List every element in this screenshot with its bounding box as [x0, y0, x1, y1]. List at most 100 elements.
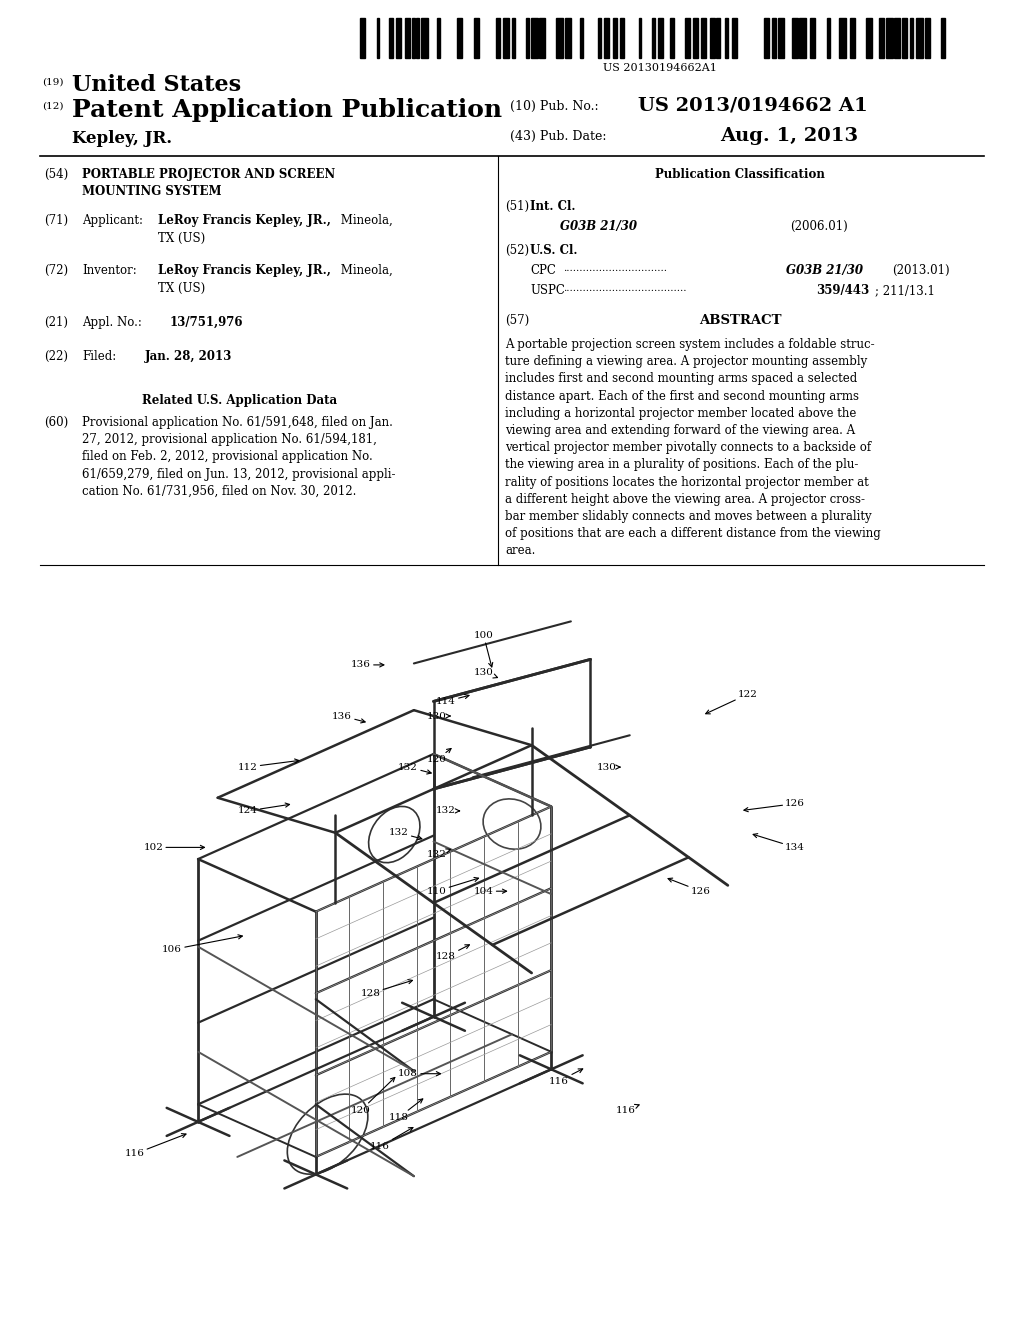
- Text: 359/443: 359/443: [816, 284, 869, 297]
- Bar: [564, 18, 571, 58]
- Text: CPC: CPC: [530, 264, 556, 277]
- Bar: [902, 18, 907, 58]
- Text: A portable projection screen system includes a foldable struc-
ture defining a v: A portable projection screen system incl…: [505, 338, 881, 557]
- Text: Int. Cl.: Int. Cl.: [530, 201, 575, 213]
- Text: TX (US): TX (US): [158, 232, 205, 246]
- Text: 132: 132: [389, 829, 422, 840]
- Text: 132: 132: [398, 763, 431, 774]
- Text: TX (US): TX (US): [158, 282, 205, 294]
- Text: 122: 122: [706, 689, 758, 714]
- Text: 120: 120: [427, 748, 452, 764]
- Bar: [792, 18, 798, 58]
- Bar: [670, 18, 674, 58]
- Text: 102: 102: [143, 843, 205, 851]
- Text: (22): (22): [44, 350, 68, 363]
- Bar: [531, 18, 538, 58]
- Text: (60): (60): [44, 416, 69, 429]
- Text: ABSTRACT: ABSTRACT: [698, 314, 781, 327]
- Bar: [925, 18, 931, 58]
- Text: PORTABLE PROJECTOR AND SCREEN
MOUNTING SYSTEM: PORTABLE PROJECTOR AND SCREEN MOUNTING S…: [82, 168, 335, 198]
- Text: 136: 136: [332, 711, 366, 723]
- Text: (72): (72): [44, 264, 69, 277]
- Text: 130: 130: [596, 763, 620, 772]
- Bar: [772, 18, 776, 58]
- Text: 116: 116: [370, 1127, 413, 1151]
- Bar: [778, 18, 783, 58]
- Text: 136: 136: [351, 660, 384, 669]
- Text: Appl. No.:: Appl. No.:: [82, 315, 142, 329]
- Text: 114: 114: [436, 694, 469, 706]
- Bar: [612, 18, 616, 58]
- Text: Kepley, JR.: Kepley, JR.: [72, 129, 172, 147]
- Bar: [525, 18, 529, 58]
- Text: (43) Pub. Date:: (43) Pub. Date:: [510, 129, 606, 143]
- Text: 116: 116: [549, 1069, 583, 1085]
- Text: Provisional application No. 61/591,648, filed on Jan.
27, 2012, provisional appl: Provisional application No. 61/591,648, …: [82, 416, 395, 498]
- Text: ......................................: ......................................: [563, 284, 686, 293]
- Text: (2006.01): (2006.01): [790, 220, 848, 234]
- Bar: [685, 18, 690, 58]
- Bar: [512, 18, 515, 58]
- Bar: [412, 18, 415, 58]
- Text: 126: 126: [743, 799, 805, 812]
- Bar: [598, 18, 601, 58]
- Text: ; 211/13.1: ; 211/13.1: [874, 284, 935, 297]
- Text: Aug. 1, 2013: Aug. 1, 2013: [720, 127, 858, 145]
- Bar: [800, 18, 806, 58]
- Bar: [360, 18, 366, 58]
- Bar: [764, 18, 769, 58]
- Text: (12): (12): [42, 102, 63, 111]
- Text: (19): (19): [42, 78, 63, 87]
- Text: (21): (21): [44, 315, 68, 329]
- Text: (10) Pub. No.:: (10) Pub. No.:: [510, 100, 599, 114]
- Text: 130: 130: [474, 668, 498, 678]
- Bar: [839, 18, 846, 58]
- Bar: [581, 18, 583, 58]
- Text: U.S. Cl.: U.S. Cl.: [530, 244, 578, 257]
- Text: Patent Application Publication: Patent Application Publication: [72, 98, 502, 121]
- Text: 112: 112: [238, 759, 299, 772]
- Bar: [396, 18, 400, 58]
- Bar: [910, 18, 913, 58]
- Text: ................................: ................................: [563, 264, 667, 273]
- Text: US 2013/0194662 A1: US 2013/0194662 A1: [638, 96, 867, 115]
- Bar: [639, 18, 641, 58]
- Text: 13/751,976: 13/751,976: [170, 315, 244, 329]
- Bar: [422, 18, 428, 58]
- Text: 128: 128: [436, 945, 469, 961]
- Text: Applicant:: Applicant:: [82, 214, 143, 227]
- Bar: [941, 18, 944, 58]
- Text: 132: 132: [436, 807, 460, 816]
- Bar: [416, 18, 419, 58]
- Text: 134: 134: [754, 834, 805, 851]
- Bar: [810, 18, 815, 58]
- Bar: [916, 18, 923, 58]
- Text: 108: 108: [398, 1069, 440, 1078]
- Text: 100: 100: [474, 631, 494, 667]
- Text: G03B 21/30: G03B 21/30: [786, 264, 863, 277]
- Bar: [711, 18, 715, 58]
- Bar: [732, 18, 737, 58]
- Text: United States: United States: [72, 74, 241, 96]
- Text: 116: 116: [125, 1134, 186, 1159]
- Text: (2013.01): (2013.01): [892, 264, 949, 277]
- Bar: [504, 18, 509, 58]
- Text: 124: 124: [238, 803, 290, 816]
- Text: 104: 104: [474, 887, 507, 896]
- Bar: [436, 18, 440, 58]
- Text: LeRoy Francis Kepley, JR.,: LeRoy Francis Kepley, JR.,: [158, 214, 331, 227]
- Bar: [701, 18, 707, 58]
- Text: US 20130194662A1: US 20130194662A1: [603, 63, 717, 73]
- Bar: [887, 18, 893, 58]
- Text: 130: 130: [427, 711, 450, 721]
- Bar: [725, 18, 728, 58]
- Text: Publication Classification: Publication Classification: [655, 168, 825, 181]
- Text: Jan. 28, 2013: Jan. 28, 2013: [145, 350, 232, 363]
- Bar: [556, 18, 563, 58]
- Bar: [652, 18, 654, 58]
- Text: 128: 128: [360, 979, 413, 998]
- Bar: [604, 18, 608, 58]
- Text: USPC: USPC: [530, 284, 565, 297]
- Bar: [850, 18, 855, 58]
- Text: (71): (71): [44, 214, 69, 227]
